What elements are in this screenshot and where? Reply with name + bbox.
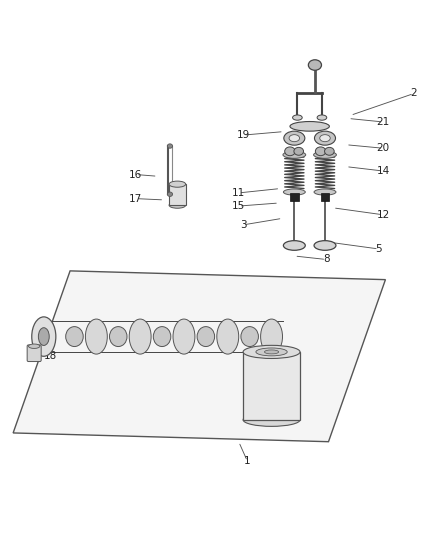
Ellipse shape <box>290 122 329 131</box>
Ellipse shape <box>293 115 302 120</box>
Ellipse shape <box>283 151 306 158</box>
Ellipse shape <box>173 319 195 354</box>
Text: 16: 16 <box>129 169 142 180</box>
Text: 2: 2 <box>410 88 417 99</box>
Text: 19: 19 <box>237 130 250 140</box>
Ellipse shape <box>314 131 336 145</box>
Bar <box>321 193 329 201</box>
Ellipse shape <box>317 115 327 120</box>
Ellipse shape <box>197 327 215 346</box>
FancyBboxPatch shape <box>169 184 186 205</box>
Ellipse shape <box>169 181 186 187</box>
Text: 17: 17 <box>129 193 142 204</box>
Ellipse shape <box>241 327 258 346</box>
Ellipse shape <box>285 147 295 156</box>
Ellipse shape <box>85 319 107 354</box>
Ellipse shape <box>217 319 239 354</box>
Text: 8: 8 <box>323 254 330 264</box>
Ellipse shape <box>129 319 151 354</box>
Polygon shape <box>13 271 385 442</box>
Ellipse shape <box>283 189 305 195</box>
Text: 18: 18 <box>44 351 57 361</box>
Ellipse shape <box>243 345 300 359</box>
Ellipse shape <box>243 413 300 426</box>
Text: 5: 5 <box>375 244 382 254</box>
Ellipse shape <box>153 327 171 346</box>
Ellipse shape <box>167 192 173 197</box>
Ellipse shape <box>320 135 330 142</box>
Ellipse shape <box>284 131 305 145</box>
Ellipse shape <box>289 135 300 142</box>
Ellipse shape <box>265 350 279 354</box>
Ellipse shape <box>32 317 56 356</box>
FancyBboxPatch shape <box>243 352 300 420</box>
Ellipse shape <box>294 147 304 155</box>
Ellipse shape <box>283 241 305 251</box>
Ellipse shape <box>261 319 283 354</box>
Ellipse shape <box>256 348 287 356</box>
Ellipse shape <box>308 60 321 70</box>
Text: 15: 15 <box>232 201 245 211</box>
Ellipse shape <box>314 241 336 251</box>
Text: 21: 21 <box>377 117 390 127</box>
Ellipse shape <box>315 147 326 156</box>
Ellipse shape <box>167 144 173 148</box>
Bar <box>290 193 299 201</box>
Ellipse shape <box>66 327 83 346</box>
Text: 1: 1 <box>244 456 251 466</box>
Ellipse shape <box>325 147 334 155</box>
Ellipse shape <box>28 344 40 349</box>
Text: 14: 14 <box>377 166 390 176</box>
Text: 11: 11 <box>232 188 245 198</box>
Text: 3: 3 <box>240 220 247 230</box>
Text: 20: 20 <box>377 143 390 154</box>
Ellipse shape <box>314 151 336 158</box>
Text: 12: 12 <box>377 210 390 220</box>
Ellipse shape <box>169 202 186 208</box>
Ellipse shape <box>110 327 127 346</box>
Ellipse shape <box>314 189 336 195</box>
FancyBboxPatch shape <box>27 345 41 361</box>
Ellipse shape <box>39 328 49 345</box>
